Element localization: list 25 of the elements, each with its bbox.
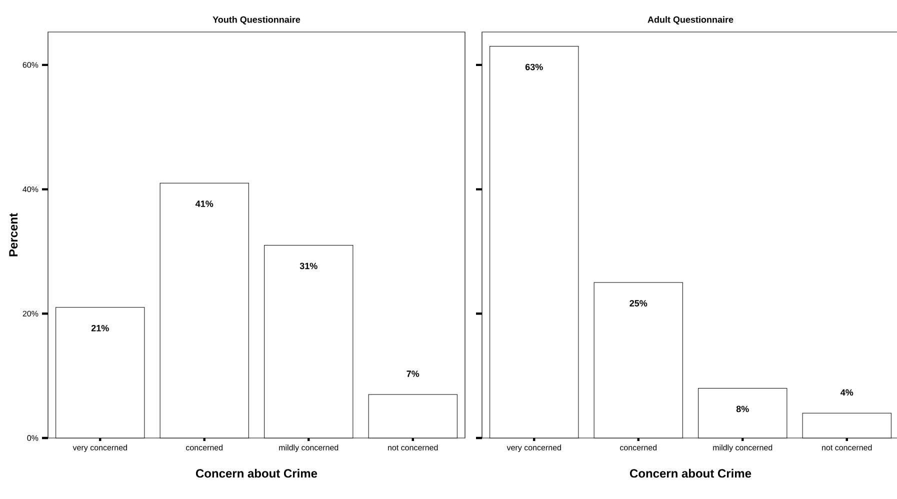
x-tick-label: concerned <box>186 444 223 450</box>
y-tick-label: 60% <box>22 62 38 68</box>
x-tick-label: not concerned <box>822 444 872 450</box>
x-tick-label: very concerned <box>72 444 127 452</box>
x-tick-label: concerned <box>620 444 657 450</box>
y-tick-label: 40% <box>22 186 38 192</box>
x-axis-title: Concern about Crime <box>196 468 318 478</box>
data-label: 41% <box>196 200 214 207</box>
y-tick-label: 0% <box>27 435 38 441</box>
x-tick-label: very concerned <box>506 444 561 452</box>
chart-title: Youth Questionnaire <box>212 16 300 24</box>
data-label: 31% <box>300 262 318 270</box>
data-label: 7% <box>406 370 420 377</box>
x-tick-label: not concerned <box>388 444 438 450</box>
y-tick-label: 20% <box>22 310 38 316</box>
data-label: 21% <box>91 324 109 332</box>
data-label: 25% <box>630 300 648 306</box>
data-label: 4% <box>840 389 854 396</box>
x-tick-label: mildly concerned <box>713 444 772 452</box>
y-axis-title: Percent <box>9 213 18 256</box>
data-label: 63% <box>525 64 543 70</box>
x-axis-title: Concern about Crime <box>630 468 752 478</box>
x-tick-label: mildly concerned <box>279 444 338 452</box>
chart-title: Adult Questionnaire <box>648 16 734 24</box>
data-label: 8% <box>736 406 749 412</box>
